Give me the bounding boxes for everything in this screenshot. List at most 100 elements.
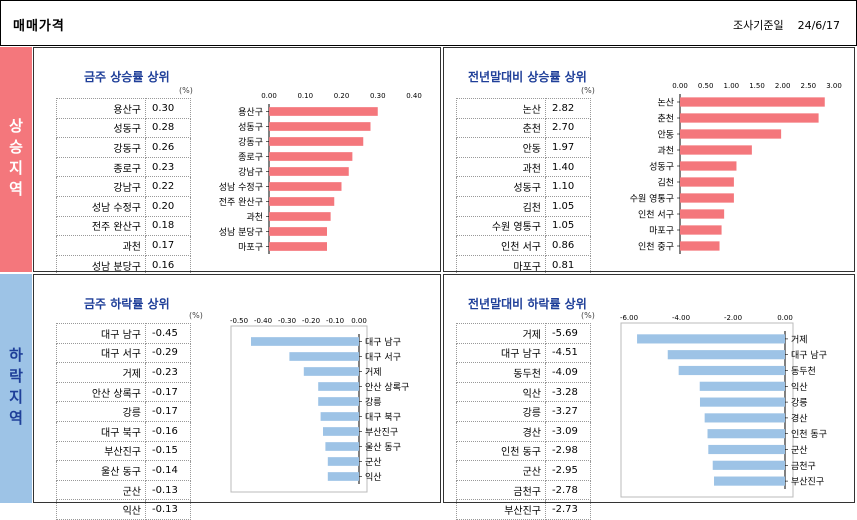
category-label: 과천 (657, 146, 674, 157)
rate-value: -2.78 (545, 479, 591, 501)
region-name: 대구 서구 (56, 342, 146, 364)
rate-value: -3.28 (545, 381, 591, 403)
bar (680, 241, 720, 251)
category-label: 마포구 (238, 242, 263, 253)
region-name: 과천 (456, 156, 546, 178)
rate-value: 2.70 (545, 117, 591, 139)
region-name: 김천 (456, 195, 546, 217)
tick-label: 1.50 (749, 82, 765, 90)
table-row: 인천 동구 -2.98 (456, 440, 591, 462)
region-name: 인천 동구 (456, 440, 546, 462)
tick-label: 0.00 (351, 317, 367, 325)
rate-value: -0.15 (145, 440, 191, 462)
tick-label: 2.00 (775, 82, 791, 90)
bar (680, 145, 752, 155)
bar (269, 152, 353, 161)
category-label: 성동구 (238, 122, 263, 133)
tick-label: 0.30 (370, 92, 386, 100)
rate-value: 0.86 (545, 235, 591, 256)
table-row: 성동구 0.28 (56, 117, 191, 139)
tick-label: 0.10 (297, 92, 313, 100)
rate-value: -3.27 (545, 401, 591, 422)
table-row: 거제 -5.69 (456, 323, 591, 344)
region-name: 마포구 (456, 254, 546, 276)
region-name: 경산 (456, 420, 546, 442)
rate-value: 0.81 (545, 254, 591, 276)
category-label: 인천 중구 (638, 242, 674, 253)
rate-value: -0.23 (145, 362, 191, 383)
table-row: 군산 -0.13 (56, 479, 191, 501)
weekly-rise-title: 금주 상승률 상위 (84, 70, 170, 84)
category-label: 성남 수정구 (219, 182, 263, 193)
region-name: 과천 (56, 235, 146, 256)
rate-value: -0.13 (145, 479, 191, 501)
bar (680, 209, 725, 219)
category-label: 강릉 (365, 397, 382, 408)
table-row: 거제 -0.23 (56, 362, 191, 383)
bar (699, 381, 785, 391)
region-name: 성남 분당구 (56, 254, 146, 276)
rate-value: 0.26 (145, 137, 191, 158)
category-label: 김천 (657, 177, 674, 189)
region-name: 대구 남구 (56, 323, 146, 344)
category-label: 거제 (365, 367, 382, 378)
region-name: 안산 상록구 (56, 381, 146, 403)
category-label: 거제 (791, 334, 808, 345)
category-label: 익산 (365, 471, 382, 483)
bar (289, 352, 359, 361)
bar (269, 212, 331, 221)
region-name: 부산진구 (56, 440, 146, 462)
tick-label: 0.00 (777, 314, 793, 322)
weekly-fall-title: 금주 하락률 상위 (84, 297, 170, 311)
ytd-rise-title: 전년말대비 상승률 상위 (468, 70, 587, 84)
weekly-fall-unit: (%) (189, 311, 203, 320)
rate-value: 1.05 (545, 195, 591, 217)
rate-value: -4.51 (545, 342, 591, 364)
rate-value: -4.09 (545, 362, 591, 383)
region-name: 인천 서구 (456, 235, 546, 256)
rate-value: 0.16 (145, 254, 191, 276)
bar (251, 337, 359, 346)
bar (680, 129, 782, 139)
region-name: 용산구 (56, 98, 146, 119)
bar (680, 225, 722, 235)
table-row: 종로구 0.23 (56, 156, 191, 178)
category-label: 울산 동구 (365, 442, 401, 453)
table-row: 익산 -3.28 (456, 381, 591, 403)
table-row: 강남구 0.22 (56, 176, 191, 197)
survey-date: 조사기준일 24/6/17 (719, 17, 840, 33)
category-label: 강릉 (791, 398, 808, 409)
ytd-fall-unit: (%) (581, 311, 595, 320)
tick-label: -0.40 (254, 317, 272, 325)
tick-label: -2.00 (724, 314, 742, 322)
table-row: 인천 서구 0.86 (456, 235, 591, 256)
table-row: 강릉 -0.17 (56, 401, 191, 422)
rate-value: -2.95 (545, 460, 591, 481)
bar (323, 427, 359, 436)
region-name: 강릉 (56, 401, 146, 422)
bar (680, 113, 819, 123)
bar (712, 460, 785, 470)
table-row: 성동구 1.10 (456, 176, 591, 197)
region-name: 안동 (456, 137, 546, 158)
fall-band-label: 하락지역 (6, 346, 25, 431)
region-name: 강남구 (56, 176, 146, 197)
table-row: 용산구 0.30 (56, 98, 191, 119)
ytd-fall-title: 전년말대비 하락률 상위 (468, 297, 587, 311)
region-name: 성동구 (456, 176, 546, 197)
region-name: 종로구 (56, 156, 146, 178)
bar (320, 412, 359, 421)
table-row: 대구 북구 -0.16 (56, 420, 191, 442)
category-label: 용산구 (238, 107, 263, 118)
table-row: 전주 완산구 0.18 (56, 215, 191, 237)
category-label: 군산 (791, 445, 808, 456)
bar (303, 367, 359, 376)
category-label: 전주 완산구 (219, 197, 263, 208)
region-name: 강릉 (456, 401, 546, 422)
rate-value: -0.17 (145, 381, 191, 403)
bar (269, 197, 335, 206)
bar (680, 97, 825, 107)
